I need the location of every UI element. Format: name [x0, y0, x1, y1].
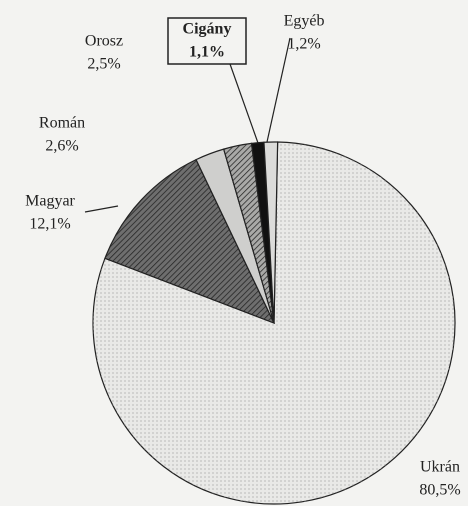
slice-label: Cigány	[183, 21, 232, 38]
label-box	[167, 17, 247, 65]
slice-value-label: 1,2%	[287, 36, 320, 53]
slice-pattern	[223, 143, 274, 323]
pie-slice	[263, 141, 279, 324]
leader-line	[266, 37, 291, 143]
slice-value-label: 1,1%	[189, 44, 225, 61]
slice-label: Román	[39, 115, 85, 132]
slice-label: Orosz	[85, 33, 123, 50]
slice-label: Egyéb	[284, 13, 325, 30]
leader-line	[84, 205, 119, 213]
slice-value-label: 2,6%	[45, 138, 78, 155]
slice-pattern	[104, 159, 275, 323]
slice-label: Magyar	[25, 193, 75, 210]
slice-value-label: 12,1%	[29, 216, 70, 233]
leader-line	[229, 63, 259, 144]
slice-label: Ukrán	[420, 459, 460, 476]
slice-value-label: 2,5%	[87, 56, 120, 73]
slice-value-label: 80,5%	[419, 482, 460, 499]
